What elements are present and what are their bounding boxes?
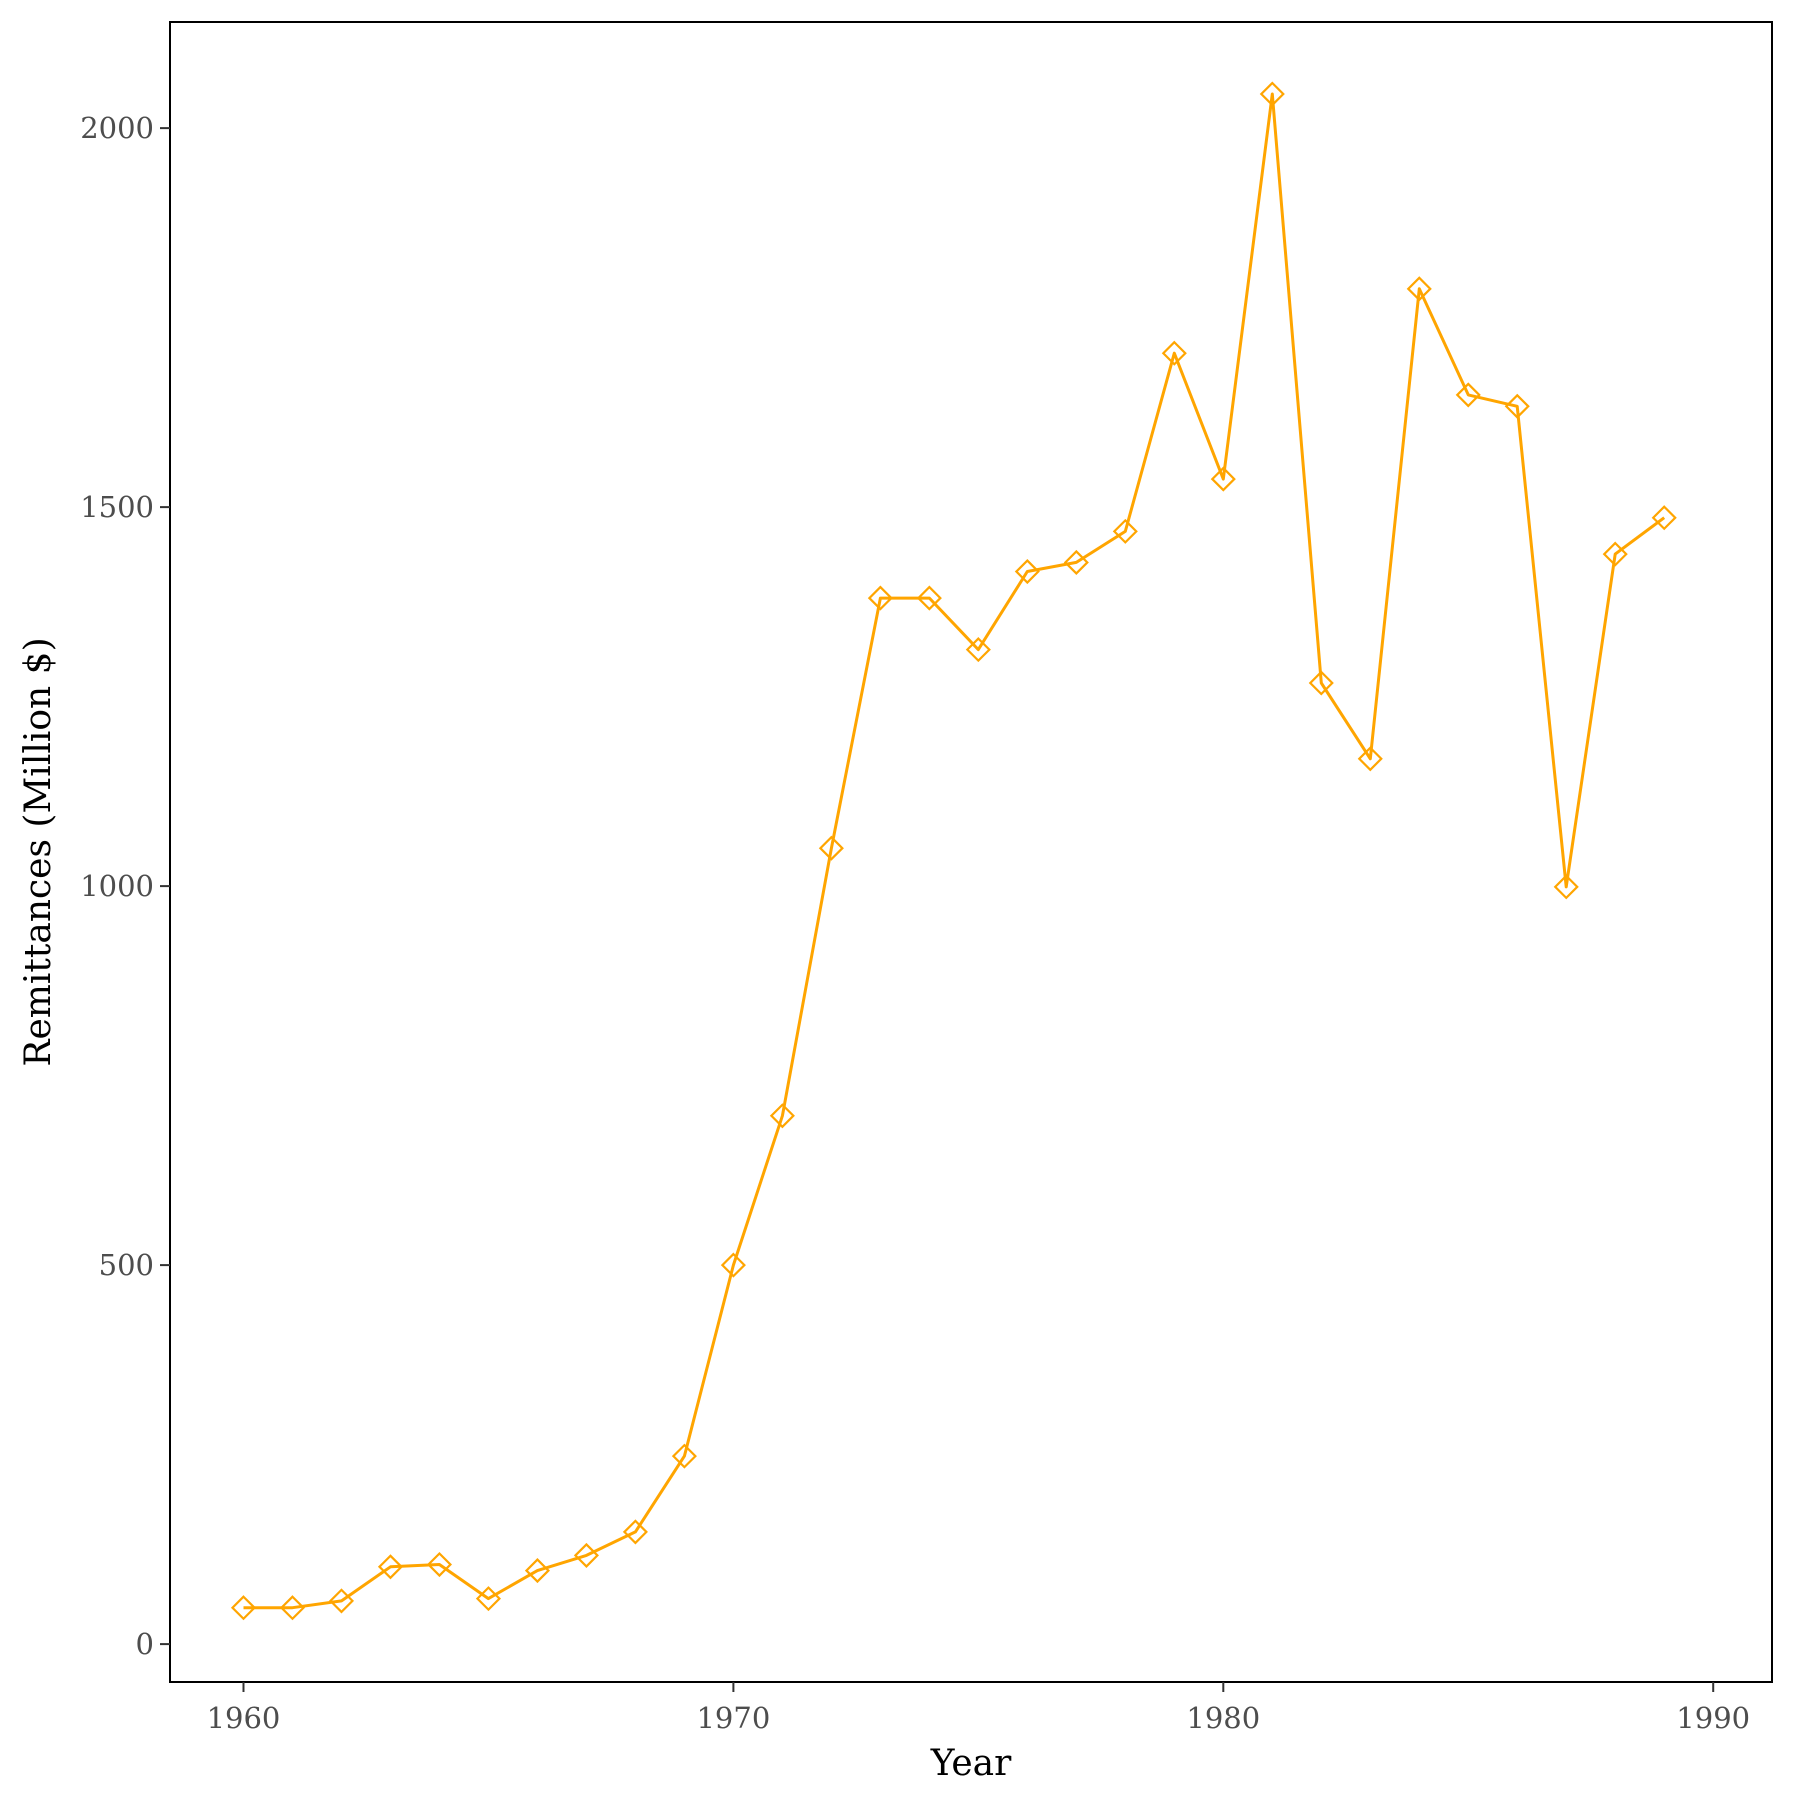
y-axis-title: Remittances (Million $) [18, 637, 59, 1066]
data-point [1602, 541, 1628, 567]
data-point [524, 1558, 550, 1584]
data-point [769, 1103, 795, 1129]
data-point [475, 1586, 501, 1612]
x-axis: 1960 1970 1980 1990 [207, 1682, 1750, 1735]
data-point [1651, 505, 1677, 531]
data-point [573, 1542, 599, 1568]
y-tick-label: 1000 [80, 869, 154, 903]
series-layer [230, 81, 1677, 1621]
y-tick-label: 0 [136, 1627, 154, 1661]
data-point [818, 835, 844, 861]
y-tick-label: 2000 [80, 111, 154, 145]
x-tick-label: 1980 [1186, 1701, 1260, 1735]
data-point [867, 585, 893, 611]
plot-panel-border [169, 21, 1773, 1683]
data-point [1063, 549, 1089, 576]
data-point [1259, 81, 1285, 107]
y-axis: 0 500 1000 1500 2000 [80, 111, 170, 1661]
data-point [622, 1519, 648, 1545]
series-line [243, 92, 1666, 1610]
data-point [279, 1595, 306, 1621]
data-point [426, 1551, 453, 1578]
data-point [1455, 382, 1481, 408]
y-tick-label: 1500 [80, 490, 154, 524]
x-axis-title: Year [930, 1743, 1012, 1784]
data-point [1357, 746, 1383, 772]
x-tick-label: 1990 [1676, 1701, 1750, 1735]
data-point [377, 1554, 404, 1580]
data-point [1308, 670, 1334, 696]
data-point [671, 1443, 697, 1469]
data-point [328, 1588, 355, 1614]
x-tick-label: 1970 [696, 1701, 770, 1735]
data-point [230, 1595, 257, 1621]
data-point [1553, 874, 1579, 900]
data-point [1504, 393, 1530, 419]
data-point [1161, 340, 1187, 366]
data-point [1406, 276, 1432, 302]
data-point [965, 637, 991, 663]
y-tick-label: 500 [99, 1248, 154, 1282]
x-tick-label: 1960 [207, 1701, 281, 1735]
data-point [916, 585, 942, 611]
data-point [1210, 466, 1236, 492]
data-point [1112, 518, 1138, 544]
data-point [720, 1252, 746, 1278]
data-point [1014, 558, 1040, 585]
